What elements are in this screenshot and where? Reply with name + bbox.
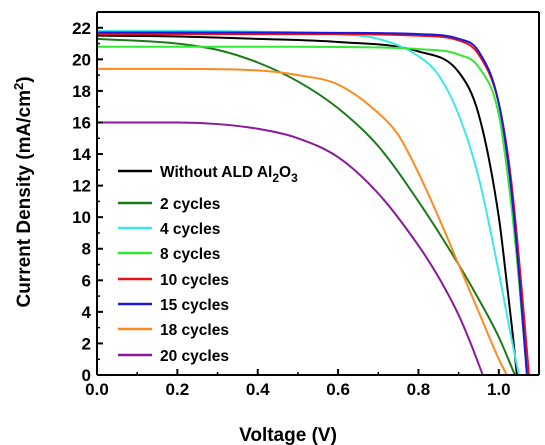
y-tick-label-6: 12 [72,177,91,196]
legend-label-5: 15 cycles [160,297,229,314]
legend-label-6: 18 cycles [160,322,229,339]
legend-label-7: 20 cycles [160,348,229,365]
y-tick-label-10: 20 [72,50,91,69]
series-line-5 [97,31,528,376]
series-line-6 [97,67,508,376]
series-line-7 [97,121,484,376]
y-tick-label-4: 8 [82,240,91,259]
y-tick-label-0: 0 [82,366,91,385]
x-tick-label-4: 0.8 [407,380,431,399]
y-tick-label-11: 22 [72,19,91,38]
y-tick-label-7: 14 [72,145,91,164]
x-tick-label-1: 0.2 [166,380,190,399]
y-tick-label-8: 16 [72,113,91,132]
y-axis-title-main: Current Density (mA/cm [14,90,35,308]
series-line-0 [96,34,518,376]
legend-label-1: 2 cycles [160,196,220,213]
y-tick-label-3: 6 [82,271,91,290]
series-line-1 [96,37,516,376]
x-tick-label-5: 1.0 [487,380,511,399]
series-lines [96,29,530,376]
y-tick-label-2: 4 [82,303,92,322]
y-tick-label-1: 2 [82,334,91,353]
x-tick-label-0: 0.0 [85,380,109,399]
x-tick-label-2: 0.4 [246,380,270,399]
x-axis-title: Voltage (V) [239,425,337,445]
series-line-2 [97,29,520,376]
series-line-3 [97,45,528,376]
series-line-4 [97,33,530,376]
axes: 0.0 0.2 0.4 0.6 0.8 1.0 0 2 4 6 8 10 12 14 16 18 20 22 [72,11,540,399]
x-tick-label-3: 0.6 [326,380,350,399]
legend-label-3: 8 cycles [160,246,220,263]
legend: Without ALD Al2O3 2 cycles 4 cycles 8 cycle… [118,164,298,365]
y-axis-title-superscript: 2 [11,83,26,90]
y-axis-title: Current Density (mA/cm2) [11,76,35,307]
legend-label-0: Without ALD Al2O3 [160,164,298,185]
y-axis-title-close: ) [14,76,35,82]
legend-label-2: 4 cycles [160,221,220,238]
legend-label-4: 10 cycles [160,272,229,289]
y-tick-label-5: 10 [72,208,91,227]
y-tick-label-9: 18 [72,82,91,101]
